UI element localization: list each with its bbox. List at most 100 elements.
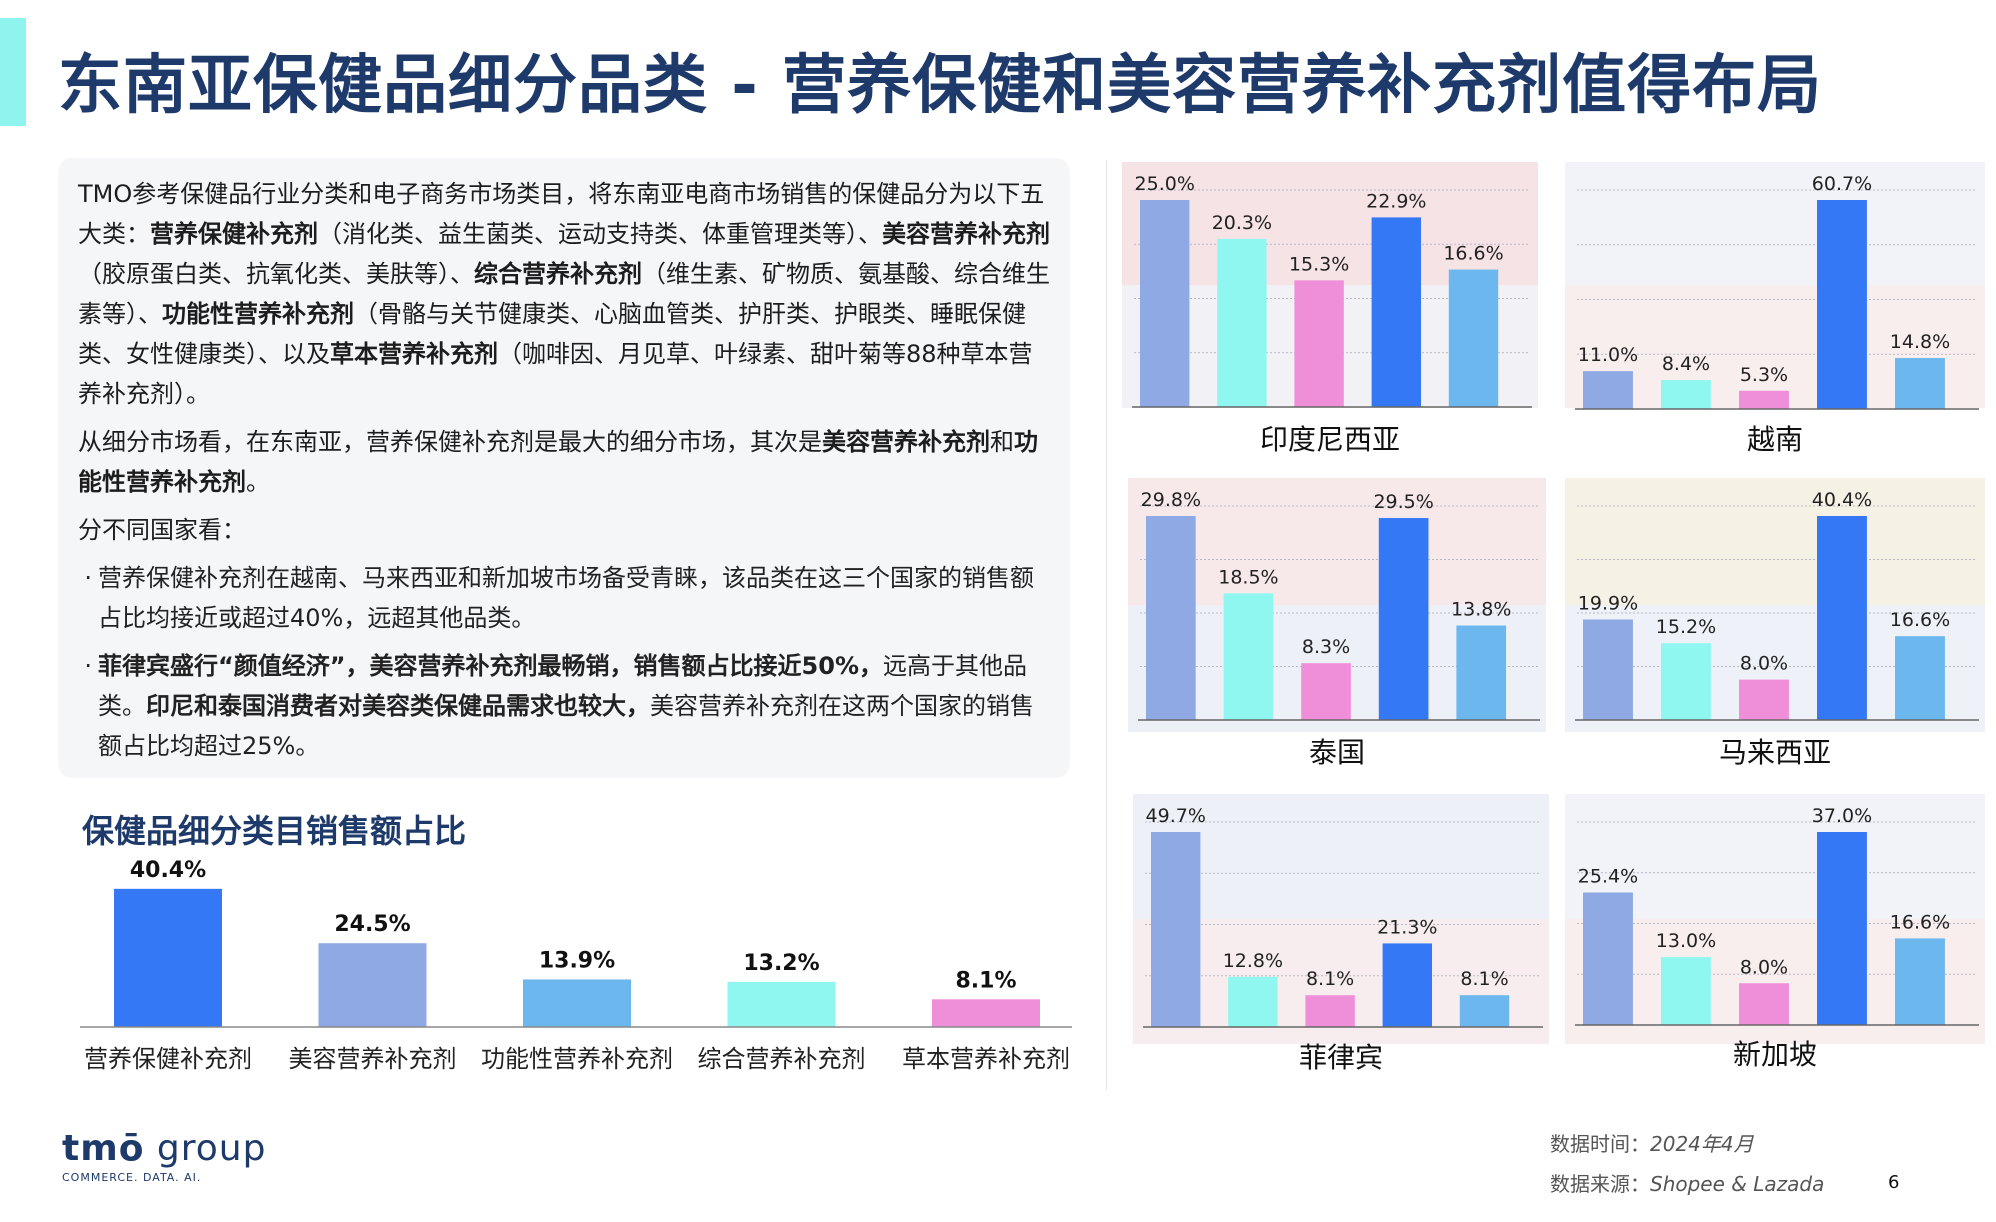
panel-bg-top: [1565, 162, 1985, 285]
data-time-label: 数据时间：: [1550, 1132, 1650, 1156]
main-bar-value-label: 24.5%: [334, 912, 410, 937]
country-bar: [1294, 280, 1344, 407]
bullet-text: 营养保健补充剂在越南、马来西亚和新加坡市场备受青睐，该品类在这三个国家的销售额占…: [98, 558, 1050, 638]
country-bar-value-label: 15.2%: [1656, 616, 1716, 638]
main-category-label: 营养保健补充剂: [84, 1045, 252, 1073]
text-run: （胶原蛋白类、抗氧化类、美肤等）、: [78, 260, 474, 288]
main-bar: [114, 888, 222, 1027]
panel-bg-top: [1133, 794, 1549, 919]
country-bar: [1151, 832, 1201, 1027]
country-bar-value-label: 15.3%: [1289, 253, 1349, 275]
country-bar-value-label: 5.3%: [1740, 364, 1788, 386]
country-bar: [1448, 269, 1499, 407]
country-bar-value-label: 21.3%: [1377, 916, 1437, 938]
bold-text-run: 美容营养补充剂: [882, 220, 1050, 248]
country-bar: [1301, 663, 1351, 720]
country-bar: [1146, 516, 1196, 720]
country-bar-value-label: 16.6%: [1443, 243, 1503, 265]
bold-text-run: 草本营养补充剂: [330, 340, 498, 368]
country-bar-value-label: 29.5%: [1373, 491, 1433, 513]
country-bar-value-label: 14.8%: [1890, 331, 1950, 353]
main-bar-value-label: 13.9%: [539, 948, 615, 973]
data-time-value: 2024年4月: [1650, 1132, 1754, 1156]
country-bar: [1661, 380, 1711, 409]
country-chart-panel: 25.4% 13.0% 8.0% 37.0% 16.6% 新加坡: [1565, 794, 1985, 1071]
main-bar-value-label: 8.1%: [955, 968, 1016, 993]
bold-text-run: 印尼和泰国消费者对美容类保健品需求也较大，: [146, 692, 650, 720]
bullet-mark: ·: [84, 564, 92, 592]
main-bar-value-label: 13.2%: [743, 951, 819, 976]
text-run: 和: [990, 428, 1014, 456]
country-bar: [1817, 832, 1867, 1025]
country-bar: [1223, 593, 1274, 720]
main-category-label: 美容营养补充剂: [289, 1045, 457, 1073]
country-bar: [1739, 679, 1789, 720]
bold-text-run: 功能性营养补充剂: [162, 300, 354, 328]
country-bar-value-label: 22.9%: [1366, 190, 1426, 212]
intro-panel: TMO参考保健品行业分类和电子商务市场类目，将东南亚电商市场销售的保健品分为以下…: [58, 158, 1070, 778]
country-name-label: 菲律宾: [1299, 1041, 1383, 1074]
text-run: 远高于其他品类。: [98, 652, 1027, 720]
country-bar: [1817, 516, 1867, 720]
data-source: 数据来源：Shopee & Lazada: [1550, 1168, 1824, 1197]
country-bar: [1583, 371, 1633, 409]
country-bar-value-label: 40.4%: [1812, 489, 1872, 511]
panel-bg-top: [1128, 478, 1546, 605]
main-category-label: 功能性营养补充剂: [481, 1045, 673, 1073]
data-source-label: 数据来源：: [1550, 1172, 1650, 1196]
country-bar: [1371, 217, 1422, 407]
country-chart-panel: 25.0% 20.3% 15.3% 22.9% 16.6% 印度尼西亚: [1122, 162, 1538, 456]
country-bar-value-label: 20.3%: [1212, 212, 1272, 234]
country-bar: [1583, 619, 1633, 720]
panel-bg-top: [1122, 162, 1538, 285]
text-run: （咖啡因、月见草、叶绿素、甜叶菊等88种草本营养补充剂）。: [78, 340, 1033, 408]
country-chart-panel: 19.9% 15.2% 8.0% 40.4% 16.6% 马来西亚: [1565, 478, 1985, 769]
country-bar-value-label: 25.4%: [1578, 866, 1638, 888]
country-bar: [1895, 358, 1945, 409]
country-bar: [1305, 995, 1355, 1027]
text-run: 从细分市场看，在东南亚，营养保健补充剂是最大的细分市场，其次是: [78, 428, 822, 456]
country-bar: [1661, 957, 1711, 1025]
page-title: 东南亚保健品细分品类 - 营养保健和美容营养补充剂值得布局: [58, 49, 1823, 123]
text-run: 。: [246, 468, 270, 496]
country-bar: [1661, 643, 1711, 720]
bold-text-run: 营养保健补充剂: [150, 220, 318, 248]
main-chart-title: 保健品细分类目销售额占比: [82, 812, 467, 850]
country-name-label: 越南: [1747, 423, 1803, 456]
data-source-value: Shopee & Lazada: [1650, 1172, 1825, 1196]
country-bar-value-label: 8.3%: [1302, 636, 1350, 658]
text-run: （维生素、矿物质、氨基酸、综合维生素等）、: [78, 260, 1050, 328]
country-bar-value-label: 37.0%: [1812, 805, 1872, 827]
country-bar-value-label: 60.7%: [1812, 173, 1872, 195]
country-bar-value-label: 16.6%: [1890, 911, 1950, 933]
country-bar-value-label: 19.9%: [1578, 593, 1638, 615]
text-run: （骨骼与关节健康类、心脑血管类、护肝类、护眼类、睡眠保健类、女性健康类）、以及: [78, 300, 1026, 368]
intro-paragraph-3: 分不同国家看：: [78, 516, 246, 544]
page-number: 6: [1888, 1172, 1900, 1193]
text-run: （消化类、益生菌类、运动支持类、体重管理类等）、: [318, 220, 882, 248]
country-bar: [1378, 518, 1429, 720]
country-bar-value-label: 8.1%: [1306, 968, 1354, 990]
main-category-label: 草本营养补充剂: [902, 1045, 1070, 1073]
panel-bg-top: [1565, 794, 1985, 919]
main-bar: [523, 979, 631, 1027]
bold-text-run: 菲律宾盛行“颜值经济”，美容营养补充剂最畅销，销售额占比接近50%，: [98, 652, 883, 680]
logo-group-text: group: [144, 1128, 267, 1169]
country-bar-value-label: 18.5%: [1218, 566, 1278, 588]
country-chart-panel: 49.7% 12.8% 8.1% 21.3% 8.1% 菲律宾: [1133, 794, 1549, 1074]
bold-text-run: 综合营养补充剂: [474, 260, 642, 288]
intro-paragraph-2: 从细分市场看，在东南亚，营养保健补充剂是最大的细分市场，其次是美容营养补充剂和功…: [78, 422, 1050, 502]
country-bar-value-label: 8.4%: [1662, 353, 1710, 375]
bullet-mark: ·: [84, 652, 92, 680]
text-run: 营养保健补充剂在越南、马来西亚和新加坡市场备受青睐，该品类在这三个国家的销售额占…: [98, 564, 1034, 632]
country-chart-panel: 11.0% 8.4% 5.3% 60.7% 14.8% 越南: [1565, 162, 1985, 456]
country-bar: [1817, 200, 1867, 409]
panel-bg-top: [1565, 478, 1985, 605]
text-run: 美容营养补充剂在这两个国家的销售额占比均超过25%。: [98, 692, 1034, 760]
main-bar: [318, 943, 427, 1027]
country-name-label: 马来西亚: [1719, 736, 1831, 769]
country-bar: [1382, 943, 1433, 1027]
country-bar: [1895, 938, 1945, 1025]
bold-text-run: 功能性营养补充剂: [78, 428, 1038, 496]
